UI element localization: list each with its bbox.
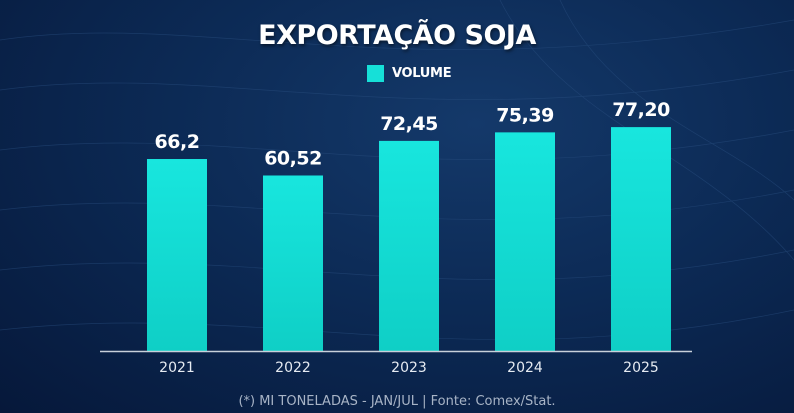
x-tick-label-2023: 2023 bbox=[391, 360, 427, 376]
chart-title: EXPORTAÇÃO SOJA bbox=[258, 20, 536, 51]
x-tick-label-2024: 2024 bbox=[507, 360, 543, 376]
bar-2022 bbox=[263, 175, 323, 351]
x-tick-label-2022: 2022 bbox=[275, 360, 311, 376]
value-label-2022: 60,52 bbox=[264, 147, 322, 169]
bar-2025 bbox=[611, 127, 671, 352]
x-tick-label-2021: 2021 bbox=[159, 360, 195, 376]
value-label-2023: 72,45 bbox=[380, 113, 438, 135]
footnote: (*) MI TONELADAS - JAN/JUL | Fonte: Come… bbox=[238, 394, 556, 409]
value-label-2025: 77,20 bbox=[612, 99, 670, 121]
value-label-2024: 75,39 bbox=[496, 104, 554, 126]
legend-label-volume: VOLUME bbox=[392, 66, 452, 81]
legend: VOLUME bbox=[367, 65, 452, 82]
x-tick-label-2025: 2025 bbox=[623, 360, 659, 376]
bar-2024 bbox=[495, 132, 555, 351]
value-label-2021: 66,2 bbox=[155, 131, 200, 153]
legend-swatch-volume bbox=[367, 65, 384, 82]
bar-2023 bbox=[379, 140, 439, 351]
bar-2021 bbox=[147, 159, 207, 351]
